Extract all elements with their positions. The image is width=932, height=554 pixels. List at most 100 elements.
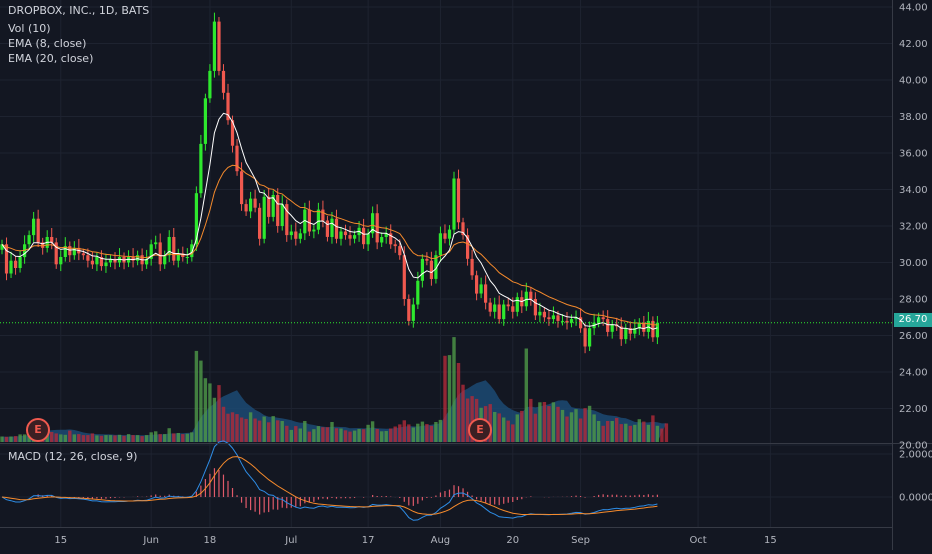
candle-body (551, 315, 555, 320)
volume-bar (158, 434, 162, 442)
price-tick-label: 22.00 (899, 404, 928, 415)
candle-body (41, 242, 45, 248)
time-tick-label: 15 (54, 535, 67, 546)
signal-line (1, 456, 658, 515)
volume-bar (556, 406, 560, 442)
volume-bar (443, 355, 447, 443)
volume-bar (77, 434, 81, 442)
candle-body (253, 198, 257, 208)
volume-bar (163, 434, 167, 442)
volume-bar (447, 355, 452, 442)
price-tick-label: 30.00 (899, 258, 928, 269)
volume-bar (515, 414, 519, 442)
candle-body (384, 233, 388, 237)
candle-body (371, 213, 375, 234)
volume-bar (90, 433, 95, 442)
volume-bar (375, 428, 379, 442)
candle-body (574, 317, 578, 320)
volume-bar (461, 384, 465, 442)
volume-bar (366, 424, 370, 443)
volume-bar (361, 429, 366, 442)
volume-bar (167, 428, 171, 442)
volume-bar (610, 421, 614, 442)
candle-body (176, 253, 180, 261)
candle-body (280, 204, 284, 226)
candle-body (438, 233, 442, 256)
volume-bar (642, 421, 646, 442)
ema8-line (1, 112, 658, 330)
candle-body (511, 306, 515, 312)
volume-bar (538, 402, 542, 442)
volume-bar (303, 421, 307, 442)
candle-body (633, 328, 637, 334)
volume-bar (307, 431, 312, 442)
candle-body (99, 257, 103, 267)
volume-bar (50, 432, 54, 442)
volume-bar (239, 417, 244, 442)
volume-bar (131, 435, 135, 442)
candle-body (579, 317, 583, 329)
earnings-badge-may[interactable]: E (26, 418, 50, 442)
candle-body (434, 255, 438, 279)
candle-body (86, 255, 90, 261)
volume-bar (587, 405, 592, 442)
volume-bar (267, 422, 271, 442)
volume-bar (257, 420, 262, 442)
candle-body (104, 262, 108, 267)
volume-bar (226, 413, 230, 442)
ema20-indicator-label[interactable]: EMA (20, close) (8, 52, 94, 65)
candle-body (429, 260, 433, 279)
volume-bar (54, 433, 58, 442)
macd-indicator-label[interactable]: MACD (12, 26, close, 9) (8, 450, 138, 463)
volume-bar (122, 435, 126, 442)
price-tick-label: 44.00 (899, 3, 928, 14)
volume-bar (619, 424, 623, 442)
candle-body (154, 242, 158, 245)
candle-body (9, 260, 13, 274)
candle-body (493, 304, 497, 312)
candle-body (343, 231, 348, 236)
volume-bar (135, 435, 140, 442)
candle-body (149, 244, 153, 259)
candle-body (542, 311, 546, 318)
volume-bar (95, 435, 99, 442)
ema8-indicator-label[interactable]: EMA (8, close) (8, 37, 87, 50)
price-tick-label: 40.00 (899, 76, 928, 87)
volume-bar (271, 416, 275, 442)
candle-body (398, 246, 402, 256)
candle-body (72, 247, 76, 256)
volume-bar (312, 429, 316, 442)
vol-indicator-label[interactable]: Vol (10) (8, 22, 51, 35)
candle-body (362, 227, 366, 245)
volume-bar (511, 424, 515, 442)
candle-body (271, 195, 275, 217)
volume-bar (456, 363, 461, 442)
volume-bar (411, 427, 415, 442)
volume-bar (628, 425, 632, 442)
volume-bar (592, 414, 596, 442)
volume-bar (664, 423, 669, 442)
volume-bar (154, 431, 158, 442)
candle-body (0, 244, 4, 250)
volume-bar (262, 416, 266, 442)
earnings-badge-aug[interactable]: E (468, 418, 492, 442)
candle-body (497, 304, 501, 320)
volume-bar (380, 431, 384, 442)
volume-bar (248, 412, 253, 442)
candle-body (303, 209, 307, 234)
volume-bar (113, 435, 117, 442)
candle-body (393, 244, 397, 247)
candle-body (447, 229, 452, 239)
candle-body (230, 120, 235, 146)
candle-body (63, 246, 67, 257)
volume-bar (655, 425, 660, 442)
volume-bar (529, 398, 533, 442)
candle-body (194, 193, 198, 245)
candle-body (642, 322, 646, 332)
candle-body (488, 302, 492, 312)
candle-body (334, 218, 339, 239)
candle-body (54, 242, 58, 265)
volume-bar (352, 430, 357, 442)
